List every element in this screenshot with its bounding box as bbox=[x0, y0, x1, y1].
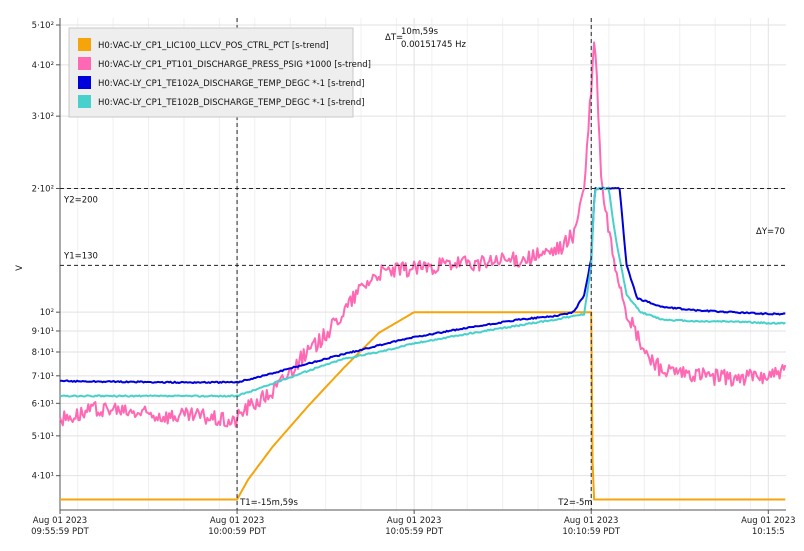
series-line-3 bbox=[59, 186, 786, 384]
y-tick-label: 4·10¹ bbox=[32, 472, 54, 482]
series-line-2 bbox=[59, 41, 787, 428]
y-tick-label: 8·10¹ bbox=[32, 348, 54, 358]
x-tick-label-date: Aug 01 2023 bbox=[210, 516, 264, 526]
delta-y-label: ΔY=70 bbox=[756, 227, 785, 237]
y-tick-label: 4·10² bbox=[32, 61, 54, 71]
x-tick-label-time: 10:10:59 PDT bbox=[562, 527, 621, 537]
cursor-t1-label: T1=-15m,59s bbox=[239, 498, 298, 508]
y-axis-label: V bbox=[15, 265, 25, 271]
y-tick-label: 9·10¹ bbox=[32, 327, 54, 337]
legend-box bbox=[68, 27, 354, 118]
legend-label-2: H0:VAC-LY_CP1_PT101_DISCHARGE_PRESS_PSIG… bbox=[98, 60, 371, 70]
y-tick-label: 6·10¹ bbox=[32, 399, 54, 409]
cursor-y2-label: Y2=200 bbox=[63, 195, 98, 205]
y-ticks: 4·10¹ 5·10¹ 6·10¹ 7·10¹ 8·10¹ 9·10¹ 10² 2·10² 3·… bbox=[32, 21, 60, 482]
legend-label-1: H0:VAC-LY_CP1_LIC100_LLCV_POS_CTRL_PCT [… bbox=[98, 41, 329, 51]
series-line-1 bbox=[60, 311, 786, 501]
x-tick-label-date: Aug 01 2023 bbox=[564, 516, 618, 526]
cursors: T1=-15m,59s T2=-5m Y1=130 Y2=200 ΔT= 10m… bbox=[60, 18, 786, 510]
cursor-t2-label: T2=-5m bbox=[557, 498, 592, 508]
y-tick-label: 5·10¹ bbox=[32, 432, 54, 442]
legend-label-3: H0:VAC-LY_CP1_TE102A_DISCHARGE_TEMP_DEGC… bbox=[98, 79, 365, 89]
series-lines bbox=[59, 41, 787, 501]
x-tick-label-time: 10:15:5 bbox=[752, 527, 785, 537]
legend: H0:VAC-LY_CP1_LIC100_LLCV_POS_CTRL_PCT [… bbox=[68, 27, 371, 118]
x-tick-label-time: 10:05:59 PDT bbox=[385, 527, 444, 537]
x-tick-label-date: Aug 01 2023 bbox=[33, 516, 87, 526]
x-tick-label-date: Aug 01 2023 bbox=[741, 516, 795, 526]
legend-swatch-3 bbox=[78, 76, 91, 89]
x-tick-label-time: 09:55:59 PDT bbox=[31, 527, 90, 537]
legend-swatch-1 bbox=[78, 38, 91, 51]
series-line-4 bbox=[59, 187, 786, 398]
y-tick-label: 2·10² bbox=[32, 184, 54, 194]
x-tick-label-time: 10:00:59 PDT bbox=[208, 527, 267, 537]
delta-t-duration: 10m,59s bbox=[401, 27, 439, 37]
delta-t-label: ΔT= bbox=[385, 33, 403, 43]
legend-swatch-4 bbox=[78, 95, 91, 108]
x-tick-label-date: Aug 01 2023 bbox=[387, 516, 441, 526]
y-tick-label: 3·10² bbox=[32, 112, 54, 122]
cursor-y1-label: Y1=130 bbox=[63, 251, 98, 261]
y-tick-label: 10² bbox=[40, 308, 54, 318]
delta-t-frequency: 0.00151745 Hz bbox=[401, 40, 466, 50]
legend-swatch-2 bbox=[78, 57, 91, 70]
legend-label-4: H0:VAC-LY_CP1_TE102B_DISCHARGE_TEMP_DEGC… bbox=[98, 98, 365, 108]
y-tick-label: 7·10¹ bbox=[32, 372, 54, 382]
y-tick-label: 5·10² bbox=[32, 21, 54, 31]
